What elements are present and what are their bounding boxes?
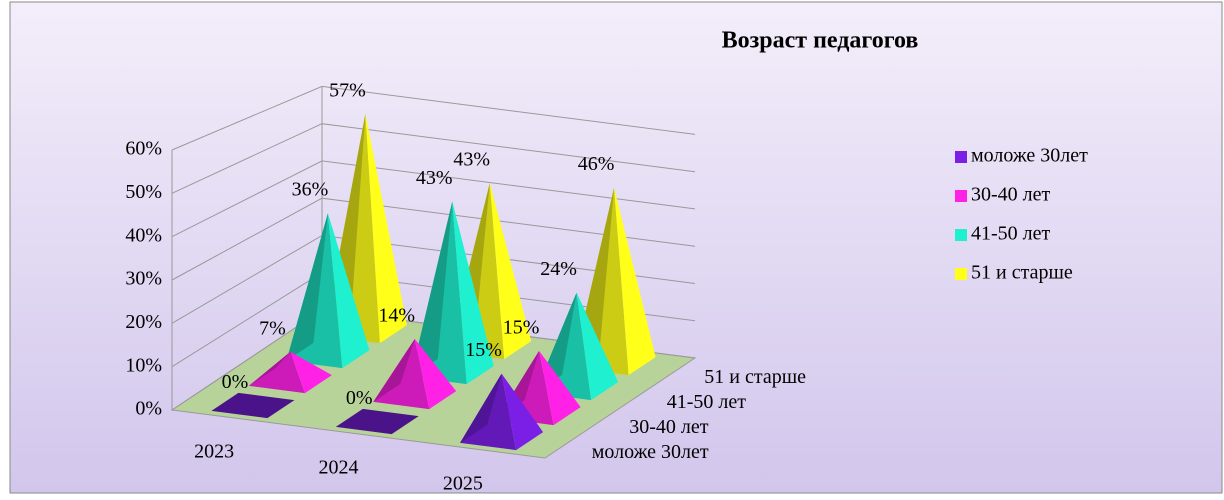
pyramid-face <box>373 339 415 402</box>
y-tick-label: 60% <box>125 138 162 160</box>
legend-label: моложе 30лет <box>971 145 1088 167</box>
data-label: 15% <box>465 339 502 361</box>
data-label: 0% <box>346 387 373 409</box>
pyramid-face <box>290 351 332 394</box>
chart-title: Возраст педагогов <box>722 28 919 54</box>
pyramid-face <box>286 213 328 361</box>
pyramid-face <box>327 213 370 369</box>
pyramid <box>460 373 544 451</box>
x-tick-label: 2025 <box>443 473 483 495</box>
pyramid-face <box>501 373 544 451</box>
y-tick-label: 40% <box>125 224 162 246</box>
data-label: 43% <box>416 167 453 189</box>
pyramid-face <box>410 201 453 377</box>
pyramid-face <box>452 201 494 385</box>
x-tick-label: 2023 <box>194 441 234 463</box>
pyramid-face <box>614 187 656 376</box>
pyramid <box>410 201 494 385</box>
pyramid-face <box>248 351 291 386</box>
y-tick-label: 0% <box>135 398 162 420</box>
data-label: 57% <box>329 79 366 101</box>
pyramid <box>373 339 457 410</box>
pyramid-face <box>414 339 457 410</box>
depth-label: 51 и старше <box>704 366 806 388</box>
pyramid-face <box>489 183 532 360</box>
y-tick-label: 20% <box>125 311 162 333</box>
data-label: 7% <box>259 317 286 339</box>
pyramid <box>335 408 419 435</box>
pyramid <box>286 213 370 369</box>
pyramid <box>211 392 295 419</box>
data-label: 46% <box>578 153 615 175</box>
depth-label: моложе 30лет <box>592 441 709 463</box>
pyramid <box>248 351 332 394</box>
legend-swatch <box>955 190 967 202</box>
data-label: 36% <box>292 179 329 201</box>
data-label: 14% <box>378 305 415 327</box>
pyramid-face <box>448 183 490 352</box>
legend-swatch <box>955 268 967 280</box>
legend-label: 41-50 лет <box>971 223 1051 245</box>
data-label: 15% <box>503 317 540 339</box>
data-label: 24% <box>540 258 577 280</box>
data-label: 0% <box>222 371 249 393</box>
pyramid-face <box>248 351 305 394</box>
depth-label: 41-50 лет <box>667 391 747 413</box>
pyramid-base <box>211 392 295 419</box>
x-tick-label: 2024 <box>319 457 359 479</box>
legend-swatch <box>955 229 967 241</box>
data-label: 43% <box>453 149 490 171</box>
pyramid-face <box>576 292 619 401</box>
y-tick-label: 30% <box>125 268 162 290</box>
legend-label: 51 и старше <box>971 262 1073 284</box>
pyramid-face <box>365 113 407 344</box>
pyramid-face <box>460 373 502 443</box>
y-tick-label: 50% <box>125 181 162 203</box>
y-tick-label: 10% <box>125 354 162 376</box>
legend-swatch <box>955 151 967 163</box>
pyramid-base <box>335 408 419 435</box>
depth-label: 30-40 лет <box>629 416 709 438</box>
legend-label: 30-40 лет <box>971 184 1051 206</box>
pyramid-face <box>539 350 581 426</box>
